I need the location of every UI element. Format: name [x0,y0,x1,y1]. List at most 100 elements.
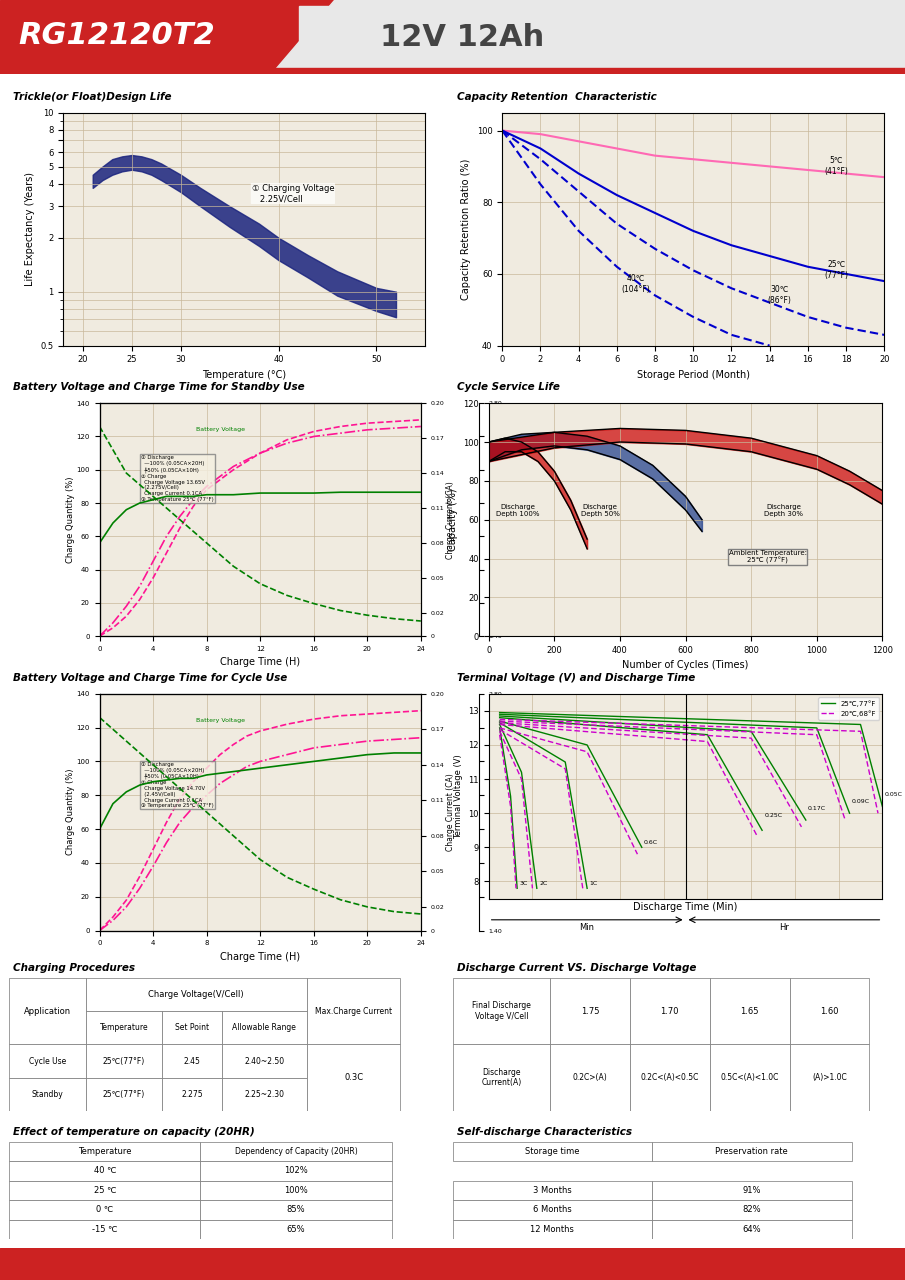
Bar [452,978,550,1044]
Bar [162,1078,222,1111]
Bar [9,1142,201,1161]
Text: 0.3C: 0.3C [344,1073,363,1083]
Text: Temperature: Temperature [78,1147,131,1156]
Text: 64%: 64% [742,1225,761,1234]
Text: 0.2C>(A): 0.2C>(A) [573,1073,607,1083]
Text: Cycle Service Life: Cycle Service Life [457,383,560,392]
Bar [86,978,307,1011]
Text: 0 ℃: 0 ℃ [96,1206,113,1215]
Text: 0.6C: 0.6C [644,840,658,845]
Text: 25 ℃: 25 ℃ [93,1185,116,1196]
Text: Battery Voltage and Charge Time for Cycle Use: Battery Voltage and Charge Time for Cycl… [14,673,288,682]
Bar [452,1044,550,1111]
X-axis label: Number of Cycles (Times): Number of Cycles (Times) [623,660,748,671]
Text: Discharge
Depth 100%: Discharge Depth 100% [497,504,540,517]
Text: 0.09C: 0.09C [852,799,870,804]
Bar [9,1220,201,1239]
Text: ① Discharge
  —100% (0.05CA×20H)
  ╄50% (0.05CA×10H)
② Charge
  Charge Voltage 1: ① Discharge —100% (0.05CA×20H) ╄50% (0.0… [141,456,214,502]
Text: Discharge Current VS. Discharge Voltage: Discharge Current VS. Discharge Voltage [457,964,696,973]
Bar [9,1180,201,1201]
Text: Effect of temperature on capacity (20HR): Effect of temperature on capacity (20HR) [14,1128,255,1137]
Text: Dependency of Capacity (20HR): Dependency of Capacity (20HR) [234,1147,357,1156]
Text: Hr: Hr [779,923,789,932]
Bar [201,1180,392,1201]
Text: Capacity Retention  Characteristic: Capacity Retention Characteristic [457,92,657,101]
Text: 5℃
(41°F): 5℃ (41°F) [824,156,848,175]
Text: 2C: 2C [539,881,548,886]
Text: 100%: 100% [284,1185,308,1196]
Text: 1C: 1C [589,881,597,886]
Bar [299,6,905,68]
Text: 1.70: 1.70 [661,1006,679,1016]
Bar [201,1161,392,1180]
Bar [630,978,710,1044]
Text: Trickle(or Float)Design Life: Trickle(or Float)Design Life [14,92,172,101]
Y-axis label: Terminal Voltage (V): Terminal Voltage (V) [453,754,462,838]
Bar [201,1142,392,1161]
Bar [789,1044,870,1111]
Bar [789,978,870,1044]
Text: ① Discharge
  —100% (0.05CA×20H)
  ╄50% (0.05CA×10H)
② Charge
  Charge Voltage 1: ① Discharge —100% (0.05CA×20H) ╄50% (0.0… [141,762,214,809]
Text: Battery Voltage: Battery Voltage [195,718,245,723]
Text: 12 Months: 12 Months [530,1225,574,1234]
Text: 91%: 91% [743,1185,761,1196]
Text: 6 Months: 6 Months [533,1206,572,1215]
Bar [222,1078,307,1111]
Text: Charging Procedures: Charging Procedures [14,964,136,973]
Text: Set Point: Set Point [175,1023,209,1033]
Y-axis label: Battery Voltage (V)/Per Cell: Battery Voltage (V)/Per Cell [504,759,512,865]
Text: 1.75: 1.75 [581,1006,599,1016]
Bar [452,1142,652,1161]
X-axis label: Temperature (°C): Temperature (°C) [203,370,286,380]
Bar [652,1142,852,1161]
Text: 85%: 85% [287,1206,306,1215]
Text: Storage time: Storage time [525,1147,579,1156]
Text: 65%: 65% [287,1225,306,1234]
Bar [86,1044,162,1078]
Text: Temperature: Temperature [100,1023,148,1033]
Bar [9,1201,201,1220]
Text: 40℃
(104°F): 40℃ (104°F) [622,274,651,294]
Text: (A)>1.0C: (A)>1.0C [812,1073,847,1083]
Y-axis label: Capacity Retention Ratio (%): Capacity Retention Ratio (%) [462,159,472,300]
Text: Self-discharge Characteristics: Self-discharge Characteristics [457,1128,632,1137]
Bar [550,1044,630,1111]
Bar [9,978,86,1044]
Text: Discharge
Depth 50%: Discharge Depth 50% [581,504,620,517]
Text: 0.05C: 0.05C [884,792,902,797]
Bar [710,978,789,1044]
Bar [222,1044,307,1078]
Text: 25℃
(77°F): 25℃ (77°F) [824,260,849,279]
Text: Discharge Time (Min): Discharge Time (Min) [634,902,738,911]
Text: 1.65: 1.65 [740,1006,759,1016]
Bar [162,1044,222,1078]
Legend: 25℃,77°F, 20℃,68°F: 25℃,77°F, 20℃,68°F [818,698,879,719]
Text: Preservation rate: Preservation rate [716,1147,788,1156]
Y-axis label: Capacity (%): Capacity (%) [448,489,458,550]
Text: 0.2C<(A)<0.5C: 0.2C<(A)<0.5C [641,1073,699,1083]
Text: 2.275: 2.275 [181,1089,203,1100]
Bar [9,1044,86,1078]
Text: 2.45: 2.45 [184,1056,200,1066]
Text: Max.Charge Current: Max.Charge Current [315,1006,392,1016]
Y-axis label: Charge Current (CA): Charge Current (CA) [445,481,454,558]
Text: -15 ℃: -15 ℃ [92,1225,118,1234]
X-axis label: Storage Period (Month): Storage Period (Month) [637,370,749,380]
Bar [452,1201,652,1220]
Y-axis label: Charge Quantity (%): Charge Quantity (%) [66,769,75,855]
Text: 12V 12Ah: 12V 12Ah [380,23,544,51]
X-axis label: Charge Time (H): Charge Time (H) [220,952,300,961]
Text: ① Charging Voltage
   2.25V/Cell: ① Charging Voltage 2.25V/Cell [252,184,334,204]
Bar [550,978,630,1044]
Bar [307,978,400,1044]
Text: 25℃(77°F): 25℃(77°F) [103,1056,145,1066]
Text: Final Discharge
Voltage V/Cell: Final Discharge Voltage V/Cell [472,1001,530,1021]
Y-axis label: Battery Voltage (V)/Per Cell: Battery Voltage (V)/Per Cell [504,467,512,572]
Y-axis label: Charge Current (CA): Charge Current (CA) [445,773,454,851]
Text: 0.25C: 0.25C [765,813,783,818]
Text: Application: Application [24,1006,71,1016]
Text: Standby: Standby [32,1089,63,1100]
Text: 25℃(77°F): 25℃(77°F) [103,1089,145,1100]
Bar [630,1044,710,1111]
Bar [86,1011,162,1044]
